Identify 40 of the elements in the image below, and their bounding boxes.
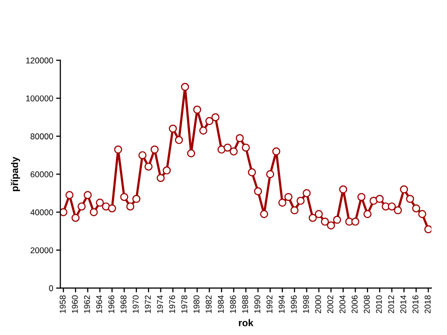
x-axis-title: rok xyxy=(238,319,254,326)
x-tick-label: 1988 xyxy=(242,295,248,313)
x-tick-label: 1990 xyxy=(254,295,260,313)
y-tick-label: 120000 xyxy=(26,58,54,64)
x-tick-label: 2004 xyxy=(340,295,346,314)
x-tick-label: 1964 xyxy=(96,295,102,313)
y-tick-label: 80000 xyxy=(30,133,54,140)
y-tick-label: 100000 xyxy=(26,95,54,102)
x-tick-label: 1960 xyxy=(72,295,78,313)
x-tick-label: 2010 xyxy=(376,295,382,314)
x-tick-label: 1996 xyxy=(290,295,297,313)
x-tick-label: 2008 xyxy=(364,295,370,314)
x-tick-label: 2012 xyxy=(388,295,394,314)
x-tick-label: 2018 xyxy=(424,295,431,314)
x-tick-label: 1970 xyxy=(132,295,139,313)
x-tick-label: 1974 xyxy=(157,295,163,313)
x-tick-label: 1992 xyxy=(266,295,272,313)
x-tick-label: 2014 xyxy=(400,295,406,314)
x-tick-label: 1986 xyxy=(230,295,236,313)
x-tick-label: 1982 xyxy=(206,295,212,313)
x-tick-label: 1984 xyxy=(218,295,224,313)
x-tick-label: 1998 xyxy=(303,295,309,313)
x-tick-label: 1980 xyxy=(194,295,200,313)
x-tick-label: 1958 xyxy=(60,295,66,313)
x-tick-label: 2000 xyxy=(315,295,322,314)
x-tick-label: 1976 xyxy=(169,295,176,313)
x-tick-label: 2006 xyxy=(352,295,358,314)
y-tick-label: 60000 xyxy=(30,171,54,178)
x-tick-label: 1966 xyxy=(108,295,114,313)
y-tick-label: 20000 xyxy=(30,247,54,254)
x-tick-label: 1994 xyxy=(278,295,285,313)
x-tick-label: 1978 xyxy=(181,295,188,313)
y-tick-label: 40000 xyxy=(30,209,54,216)
x-tick-label: 1968 xyxy=(120,295,126,313)
x-tick-label: 1972 xyxy=(144,295,151,313)
x-tick-label: 1962 xyxy=(84,295,90,313)
x-tick-label: 2002 xyxy=(327,295,334,314)
x-tick-label: 2016 xyxy=(412,295,418,314)
y-tick-label: 0 xyxy=(49,285,54,292)
y-axis-title: případy xyxy=(10,156,20,192)
